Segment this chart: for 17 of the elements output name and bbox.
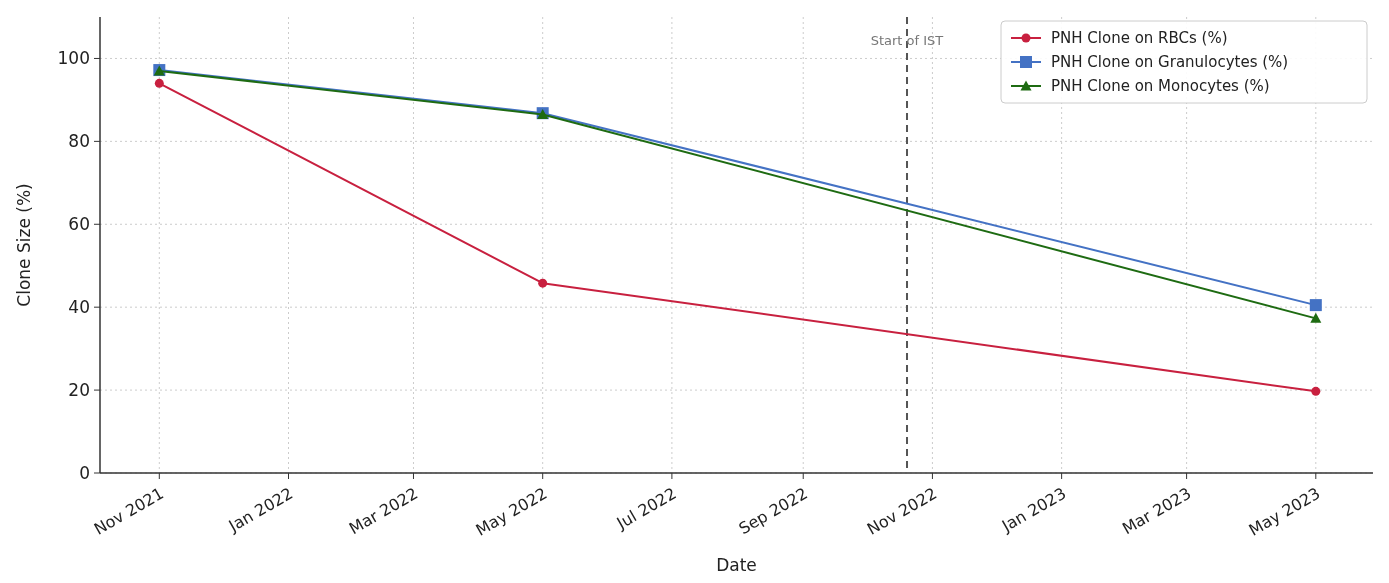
y-tick-label: 60 (68, 214, 90, 235)
point (1310, 312, 1322, 323)
legend-label: PNH Clone on Granulocytes (%) (1051, 53, 1289, 72)
x-axis-title: Date (716, 555, 757, 575)
y-tick-label: 100 (57, 48, 90, 69)
legend-label: PNH Clone on RBCs (%) (1051, 29, 1228, 48)
point (1309, 299, 1322, 312)
point (538, 278, 548, 288)
point (1311, 386, 1321, 396)
ref-line-label: Start of IST (870, 33, 944, 48)
y-tick-label: 0 (79, 462, 90, 483)
y-axis-title: Clone Size (%) (14, 183, 34, 307)
y-tick-label: 40 (68, 297, 90, 318)
point (154, 78, 164, 88)
y-tick-label: 20 (68, 380, 90, 401)
y-tick-label: 80 (68, 131, 90, 152)
legend-label: PNH Clone on Monocytes (%) (1051, 77, 1270, 96)
